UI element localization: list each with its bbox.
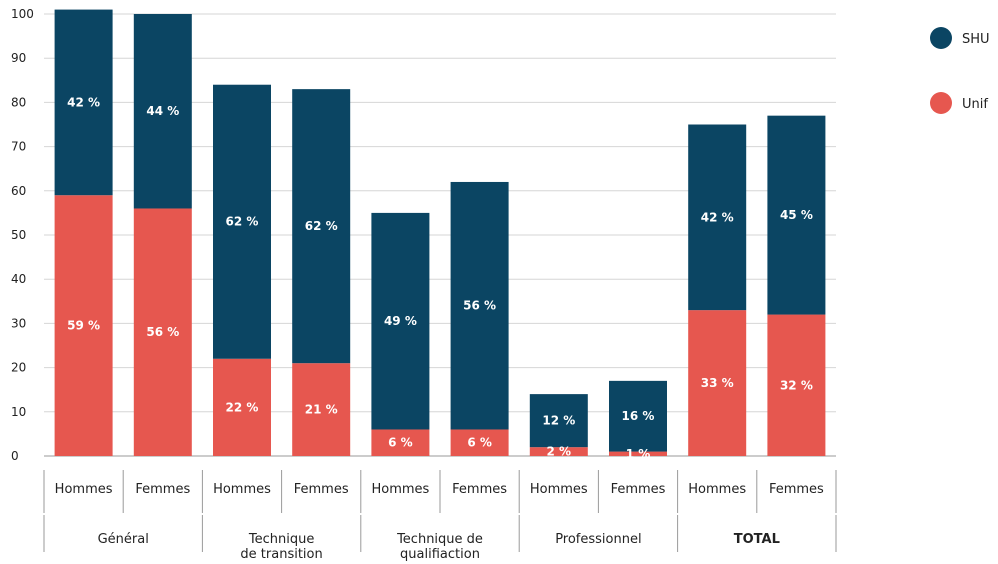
group-label: Général (98, 532, 149, 547)
category-label: Hommes (688, 482, 746, 497)
bar-segment-shu (767, 115, 826, 315)
value-label: 62 % (226, 215, 259, 229)
bar-segment-shu (133, 14, 192, 209)
group-label: TOTAL (734, 532, 780, 547)
value-label: 1 % (626, 447, 651, 461)
y-tick-label: 70 (11, 140, 26, 154)
value-label: 2 % (547, 445, 572, 459)
legend-swatch-unif (930, 92, 952, 114)
y-tick-label: 40 (11, 272, 26, 286)
bar-segment-unif (371, 429, 430, 456)
value-label: 56 % (463, 299, 496, 313)
bar-segment-unif (213, 358, 271, 456)
x-axis: Hommes Femmes Hommes Femmes Hommes Femmes Homm… (43, 470, 837, 562)
bar-segment-shu (688, 124, 747, 311)
category-label: Femmes (294, 482, 349, 497)
group-label: Technique de transition (240, 532, 322, 562)
value-label: 12 % (542, 414, 575, 428)
bar-segment-shu (450, 181, 509, 430)
bar-segment-shu (292, 89, 351, 364)
value-label: 56 % (146, 325, 179, 339)
value-label: 45 % (780, 208, 813, 222)
category-label: Femmes (769, 482, 824, 497)
value-label: 22 % (226, 400, 259, 414)
bar-segment-shu (213, 84, 271, 359)
category-label: Hommes (55, 482, 113, 497)
value-label: 42 % (701, 210, 734, 224)
value-label: 16 % (622, 409, 655, 423)
value-label: 62 % (305, 219, 338, 233)
bar-segment-unif (767, 314, 826, 456)
value-label: 59 % (67, 319, 100, 333)
value-label: 44 % (146, 104, 179, 118)
y-tick-label: 100 (11, 7, 34, 21)
value-label: 42 % (67, 95, 100, 109)
bar-segment-shu (529, 394, 588, 448)
category-label: Hommes (371, 482, 429, 497)
legend-label: Unif (962, 97, 988, 112)
legend: SHU Unif (930, 27, 990, 114)
value-label: 6 % (467, 436, 492, 450)
bar-segment-shu (54, 9, 113, 196)
bar-segment-unif (450, 429, 509, 456)
y-tick-label: 50 (11, 228, 26, 242)
legend-swatch-shu (930, 27, 952, 49)
value-label: 6 % (388, 436, 413, 450)
value-labels: 59 % 42 % 56 % 44 % 22 % 62 % 21 % 62 % 6 % 49 % 6… (67, 95, 813, 460)
y-tick-label: 90 (11, 51, 26, 65)
y-tick-label: 60 (11, 184, 26, 198)
value-label: 21 % (305, 403, 338, 417)
bar-segment-shu (371, 212, 430, 430)
category-label: Hommes (530, 482, 588, 497)
category-label: Femmes (611, 482, 666, 497)
category-label: Hommes (213, 482, 271, 497)
bar-segment-unif (54, 195, 113, 456)
bar-segment-unif (133, 208, 192, 456)
legend-label: SHU (962, 32, 990, 47)
y-tick-label: 80 (11, 95, 26, 109)
bar-segment-unif (609, 451, 667, 456)
category-label: Femmes (135, 482, 190, 497)
y-tick-label: 20 (11, 361, 26, 375)
group-label: Technique de qualifiaction (396, 532, 483, 562)
value-label: 49 % (384, 314, 417, 328)
y-tick-label: 0 (11, 449, 19, 463)
bar-segment-unif (688, 310, 747, 456)
bar-segment-shu (609, 380, 667, 452)
y-tick-label: 10 (11, 405, 26, 419)
bar-segment-unif (292, 363, 351, 456)
value-label: 33 % (701, 376, 734, 390)
y-axis-ticks: 0 10 20 30 40 50 60 70 80 90 100 (11, 7, 34, 463)
bars (54, 9, 826, 456)
bar-segment-unif (529, 447, 588, 456)
group-label: Professionnel (555, 532, 641, 547)
y-tick-label: 30 (11, 316, 26, 330)
value-label: 32 % (780, 378, 813, 392)
category-label: Femmes (452, 482, 507, 497)
